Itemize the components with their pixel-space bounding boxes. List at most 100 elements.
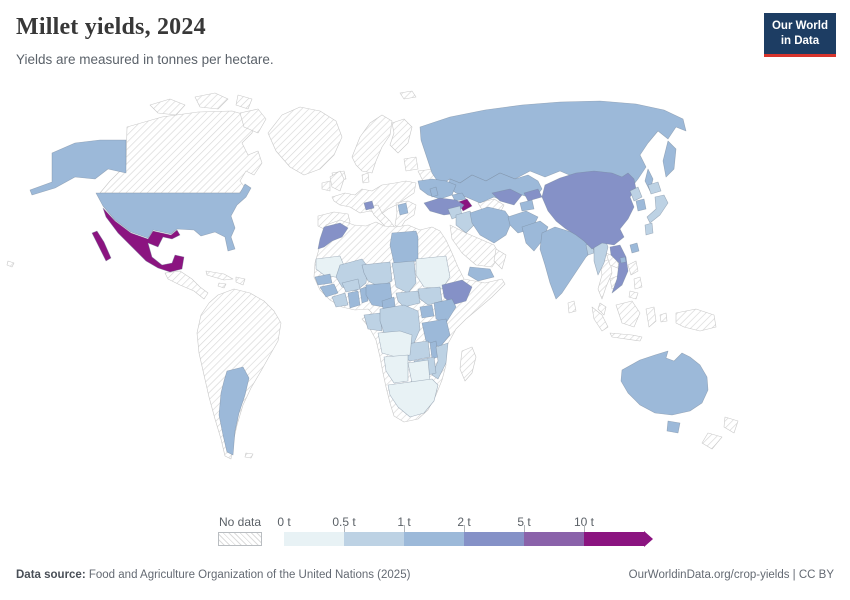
country-hawaii[interactable] [6, 260, 15, 268]
country-south-korea[interactable] [635, 198, 647, 212]
legend-tick-mark [524, 525, 525, 532]
country-alaska[interactable] [29, 139, 127, 196]
country-china[interactable] [541, 170, 637, 250]
country-ireland[interactable] [321, 180, 331, 192]
country-kenya[interactable] [433, 298, 457, 324]
country-canada-baffin[interactable] [239, 108, 267, 134]
legend-bin-swatch[interactable] [584, 532, 644, 546]
legend-no-data-label: No data [218, 515, 262, 529]
country-madagascar[interactable] [459, 346, 477, 382]
country-new-zealand-south[interactable] [701, 432, 723, 450]
country-jamaica[interactable] [217, 282, 227, 289]
country-indonesia-moluccas[interactable] [659, 312, 668, 323]
country-uganda[interactable] [419, 304, 435, 319]
country-libya[interactable] [389, 230, 419, 264]
country-russia-kamchatka[interactable] [662, 140, 677, 178]
country-sudan[interactable] [415, 255, 451, 290]
country-chad[interactable] [391, 260, 417, 294]
country-oman[interactable] [493, 248, 507, 270]
country-philippines[interactable] [627, 260, 639, 276]
country-mexico[interactable] [102, 207, 185, 273]
country-canada-island[interactable] [235, 94, 253, 110]
country-cote-divoire[interactable] [331, 292, 349, 308]
country-namibia[interactable] [383, 354, 409, 384]
country-cuba[interactable] [205, 270, 234, 281]
legend-tick-mark [584, 525, 585, 532]
country-senegal[interactable] [314, 273, 333, 286]
country-mexico-baja[interactable] [91, 230, 112, 262]
region-europe-mainland[interactable] [331, 180, 417, 216]
data-source-label: Data source: [16, 569, 86, 581]
country-tasmania[interactable] [666, 420, 681, 434]
country-canada-island[interactable] [149, 98, 186, 116]
country-new-guinea[interactable] [675, 308, 717, 332]
country-tanzania[interactable] [421, 318, 451, 348]
country-canada[interactable] [99, 110, 263, 194]
country-japan-honshu[interactable] [646, 194, 669, 224]
country-taiwan[interactable] [629, 242, 640, 254]
country-united-states[interactable] [95, 183, 252, 252]
legend-tick-mark [464, 525, 465, 532]
region-scandinavia[interactable] [351, 114, 393, 174]
legend-bin-swatch[interactable] [404, 532, 464, 546]
country-svalbard[interactable] [399, 90, 417, 100]
country-philippines[interactable] [633, 276, 643, 290]
legend-bin-swatch[interactable] [344, 532, 404, 546]
country-denmark[interactable] [361, 172, 370, 184]
country-japan-kyushu[interactable] [644, 222, 654, 236]
country-indonesia-java[interactable] [609, 332, 643, 342]
country-moldova[interactable] [429, 186, 439, 198]
country-car[interactable] [395, 290, 421, 308]
country-argentina[interactable] [218, 366, 250, 456]
legend-tick-label: 5 t [517, 515, 531, 529]
country-ghana[interactable] [347, 290, 361, 309]
country-mozambique[interactable] [431, 342, 449, 380]
legend-bin-swatch[interactable] [284, 532, 344, 546]
country-serbia[interactable] [397, 202, 409, 216]
country-greenland[interactable] [267, 106, 343, 176]
country-south-africa[interactable] [387, 378, 439, 418]
country-sri-lanka[interactable] [567, 300, 577, 314]
country-iran[interactable] [469, 206, 513, 244]
country-yemen[interactable] [467, 266, 495, 282]
country-tajikistan[interactable] [519, 199, 535, 212]
country-angola[interactable] [377, 330, 413, 358]
footer: Data source: Food and Agriculture Organi… [16, 569, 834, 581]
country-malaysia[interactable] [597, 302, 607, 316]
world-map[interactable] [0, 85, 850, 515]
region-baltics[interactable] [403, 156, 419, 172]
page-subtitle: Yields are measured in tonnes per hectar… [16, 52, 274, 67]
country-philippines[interactable] [628, 290, 639, 300]
country-indonesia-sulawesi[interactable] [645, 306, 657, 328]
legend-tick-label: 0 t [277, 515, 291, 529]
country-switzerland[interactable] [363, 200, 375, 211]
footer-link[interactable]: OurWorldinData.org/crop-yields | CC BY [628, 569, 834, 581]
country-new-zealand-north[interactable] [723, 416, 739, 434]
legend-no-data-swatch[interactable] [218, 532, 262, 546]
country-morocco[interactable] [317, 222, 349, 250]
country-north-korea[interactable] [629, 186, 643, 202]
country-falklands[interactable] [244, 452, 254, 459]
country-ethiopia[interactable] [441, 279, 473, 306]
data-source-text: Food and Agriculture Organization of the… [85, 569, 411, 581]
country-finland[interactable] [389, 118, 413, 154]
country-uzbekistan[interactable] [491, 188, 523, 206]
owid-logo-line1: Our World [771, 20, 828, 32]
country-guinea[interactable] [319, 283, 339, 298]
country-hispaniola[interactable] [235, 276, 246, 286]
country-japan-hokkaido[interactable] [647, 181, 662, 195]
country-australia[interactable] [620, 350, 709, 416]
country-georgia[interactable] [451, 192, 467, 202]
legend-bin-swatch[interactable] [524, 532, 584, 546]
country-uk[interactable] [329, 170, 345, 192]
region-central-america[interactable] [164, 270, 209, 300]
country-indonesia-sumatra[interactable] [591, 306, 609, 332]
country-canada-island[interactable] [194, 92, 229, 110]
country-indonesia-borneo[interactable] [615, 300, 641, 328]
owid-logo[interactable]: Our World in Data [763, 13, 836, 57]
legend-bin-swatch[interactable] [464, 532, 524, 546]
legend-tick-label: 0.5 t [332, 515, 356, 529]
country-hainan[interactable] [619, 256, 627, 264]
country-gabon-congo[interactable] [363, 312, 383, 332]
